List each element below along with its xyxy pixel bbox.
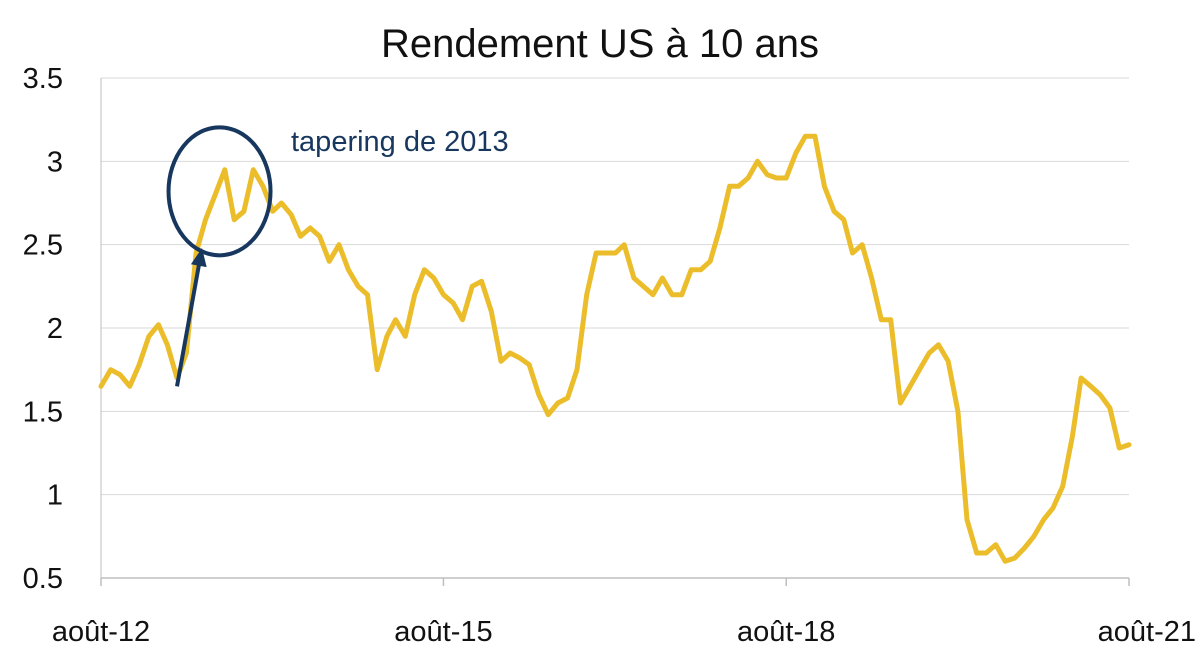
annotation-arrow	[175, 259, 202, 387]
chart-title: Rendement US à 10 ans	[381, 22, 819, 66]
y-tick-label: 1	[47, 480, 63, 512]
x-tick-label: août-12	[52, 616, 150, 648]
x-axis-ticks: août-12 août-15 août-18 août-21	[52, 616, 1196, 648]
annotation-label: tapering de 2013	[291, 126, 509, 158]
series-layer	[98, 133, 1132, 564]
annotation-arrowhead	[190, 248, 207, 268]
gridlines	[101, 77, 1129, 496]
y-tick-label: 2	[47, 313, 63, 345]
x-tick-label: août-21	[1098, 616, 1196, 648]
axes	[100, 78, 1130, 586]
y-tick-label: 3	[47, 146, 63, 178]
series-line	[98, 133, 1132, 564]
x-tick-label: août-18	[737, 616, 835, 648]
y-tick-label: 3.5	[23, 63, 63, 95]
annotation-circle	[166, 125, 273, 258]
x-tick-label: août-15	[394, 616, 492, 648]
y-axis-ticks: 0.5 1 1.5 2 2.5 3 3.5	[23, 63, 63, 595]
y-tick-label: 1.5	[23, 396, 63, 428]
y-tick-label: 0.5	[23, 563, 63, 595]
annotation-layer: tapering de 2013	[166, 125, 509, 387]
y-tick-label: 2.5	[23, 230, 63, 262]
